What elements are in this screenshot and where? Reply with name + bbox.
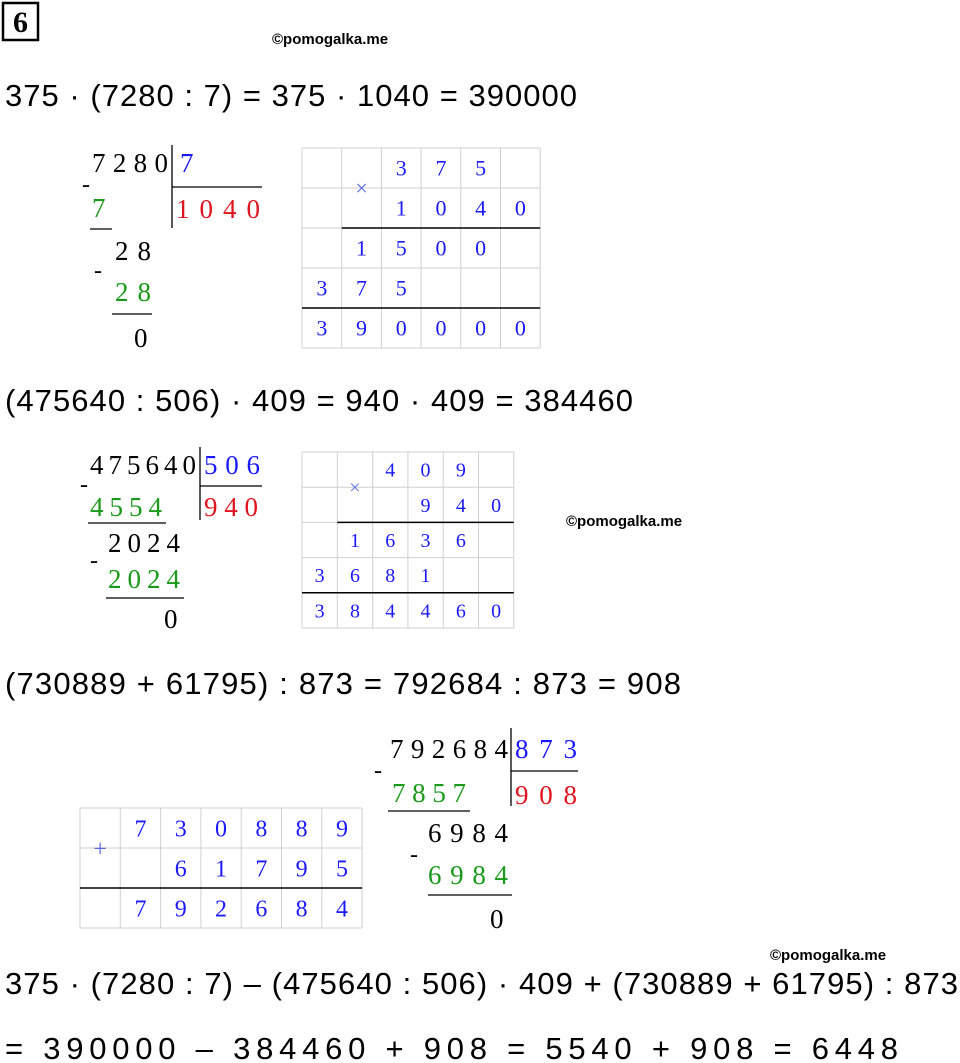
grid-digit: 9 [296,856,308,882]
problem-number: 6 [13,6,28,39]
divisor: 873 [515,734,577,764]
subtrahend: 28 [115,277,151,307]
number-box [1,1,40,42]
quotient: 908 [515,780,577,810]
grid-digit: 1 [421,565,431,587]
equation: = 390000 – 384460 + 908 = 5540 + 908 = 6… [5,1031,898,1063]
grid-digit: 0 [421,460,431,482]
grid-digit: 7 [134,896,146,922]
watermark: ©pomogalka.me [272,31,388,48]
grid-digit: 3 [315,600,325,622]
grid-digit: 5 [475,156,486,181]
grid-digit: 7 [435,156,446,181]
grid-digit: 5 [396,276,407,301]
grid-digit: 8 [350,600,360,622]
subtrahend: 6984 [428,860,509,890]
operation-sign: × [349,477,360,499]
grid-digit: 1 [215,856,227,882]
equation: (730889 + 61795) : 873 = 792684 : 873 = … [5,666,681,701]
subtrahend: 7857 [392,778,466,808]
grid-digit: 4 [475,196,486,221]
remainder: 0 [490,904,504,934]
grid-digit: 6 [385,530,395,552]
minus-sign: - [80,472,88,498]
grid-digit: 3 [396,156,407,181]
subtrahend: 2024 [108,564,181,594]
equation: 375 · (7280 : 7) – (475640 : 506) · 409 … [5,966,958,1001]
remainder: 0 [134,323,148,353]
watermark: ©pomogalka.me [566,513,682,530]
grid-digit: 0 [515,316,526,341]
grid-digit: 0 [491,600,501,622]
grid-digit: 6 [456,600,466,622]
grid-digit: 6 [175,856,187,882]
grid-digit: 3 [421,530,431,552]
grid-digit: 9 [175,896,187,922]
grid-digit: 9 [356,316,367,341]
grid-digit: 7 [356,276,367,301]
remainder: 2024 [108,528,181,558]
grid-digit: 9 [456,460,466,482]
grid-digit: 8 [296,896,308,922]
operation-sign: × [355,176,367,201]
grid-digit: 8 [255,816,267,842]
grid-digit: 5 [396,236,407,261]
grid-digit: 4 [421,600,431,622]
grid-digit: 3 [315,565,325,587]
grid-digit: 0 [435,236,446,261]
grid-digit: 1 [396,196,407,221]
grid-digit: 2 [215,896,227,922]
grid-digit: 4 [456,495,466,517]
watermark: ©pomogalka.me [770,947,886,964]
divisor: 506 [204,450,260,480]
grid-digit: 7 [134,816,146,842]
grid-digit: 0 [396,316,407,341]
divisor: 7 [180,148,194,178]
operation-sign: + [93,836,107,862]
quotient: 1040 [176,194,260,224]
equation: (475640 : 506) · 409 = 940 · 409 = 38446… [5,383,633,418]
grid-digit: 5 [336,856,348,882]
minus-sign: - [410,842,418,868]
minus-sign: - [94,258,102,284]
grid-digit: 0 [491,495,501,517]
equation: 375 · (7280 : 7) = 375 · 1040 = 390000 [5,78,577,113]
grid-digit: 0 [215,816,227,842]
grid-digit: 0 [475,236,486,261]
minus-sign: - [82,172,90,198]
subtrahend: 7 [92,193,106,223]
grid-digit: 1 [350,530,360,552]
grid-digit: 9 [421,495,431,517]
quotient: 940 [204,492,258,522]
dividend: 475640 [90,450,196,480]
minus-sign: - [90,548,98,574]
grid-digit: 0 [435,316,446,341]
grid-digit: 1 [356,236,367,261]
minus-sign: - [374,758,382,784]
remainder: 28 [115,236,151,266]
grid-digit: 6 [456,530,466,552]
remainder: 6984 [428,818,509,848]
grid-digit: 9 [336,816,348,842]
grid-digit: 0 [475,316,486,341]
grid-digit: 0 [435,196,446,221]
grid-digit: 7 [255,856,267,882]
grid-digit: 6 [255,896,267,922]
grid-digit: 3 [316,276,327,301]
grid-digit: 0 [515,196,526,221]
grid-digit: 8 [296,816,308,842]
subtrahend: 4554 [90,492,163,522]
dividend: 7280 [92,148,168,178]
grid-digit: 4 [336,896,348,922]
grid-digit: 3 [316,316,327,341]
dividend: 792684 [390,734,509,764]
grid-digit: 8 [385,565,395,587]
grid-digit: 3 [175,816,187,842]
grid-digit: 4 [385,600,395,622]
grid-digit: 6 [350,565,360,587]
grid-digit: 4 [385,460,395,482]
remainder: 0 [164,604,178,634]
